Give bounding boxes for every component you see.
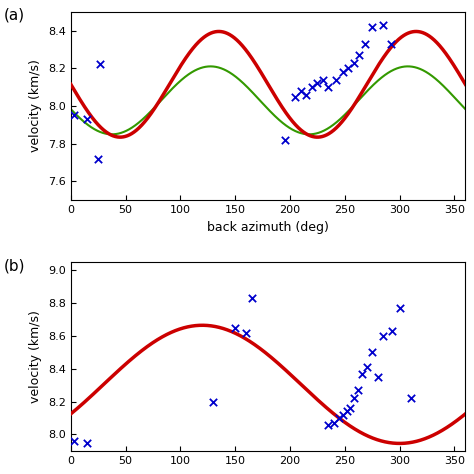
Point (332, 76, 340, 83)
Point (97, 61, 104, 68)
Point (374, 373, 382, 381)
Point (343, 408, 351, 415)
Point (346, 404, 354, 412)
Point (330, 419, 337, 427)
Point (292, 93, 299, 100)
Point (210, 398, 217, 405)
Point (339, 411, 346, 419)
Point (368, 348, 376, 356)
Point (407, 394, 414, 402)
Y-axis label: velocity (km/s): velocity (km/s) (29, 310, 43, 403)
Point (379, 21, 387, 28)
Point (358, 370, 366, 377)
Point (83, 439, 91, 447)
Point (396, 304, 403, 312)
Point (350, 394, 357, 402)
Point (314, 80, 321, 87)
Point (387, 40, 395, 47)
Point (297, 87, 305, 95)
Point (388, 327, 396, 335)
Point (325, 83, 332, 91)
Point (368, 23, 376, 30)
Y-axis label: velocity (km/s): velocity (km/s) (29, 60, 43, 153)
Point (70, 112, 78, 119)
X-axis label: back azimuth (deg): back azimuth (deg) (207, 221, 329, 234)
Point (231, 324, 239, 331)
Point (248, 294, 255, 302)
Point (379, 332, 387, 340)
Point (336, 414, 343, 422)
Point (344, 64, 352, 72)
Point (363, 364, 371, 371)
Point (242, 329, 250, 337)
Point (354, 386, 362, 394)
Point (350, 59, 357, 66)
Point (302, 91, 310, 99)
Point (70, 437, 78, 445)
Point (281, 136, 288, 144)
Point (308, 83, 316, 91)
Point (319, 76, 327, 83)
Point (325, 421, 332, 428)
Point (355, 51, 363, 59)
Point (361, 40, 368, 47)
Point (94, 155, 102, 163)
Point (83, 116, 91, 123)
Point (339, 68, 346, 76)
Text: (b): (b) (4, 258, 25, 273)
Text: (a): (a) (4, 8, 25, 23)
